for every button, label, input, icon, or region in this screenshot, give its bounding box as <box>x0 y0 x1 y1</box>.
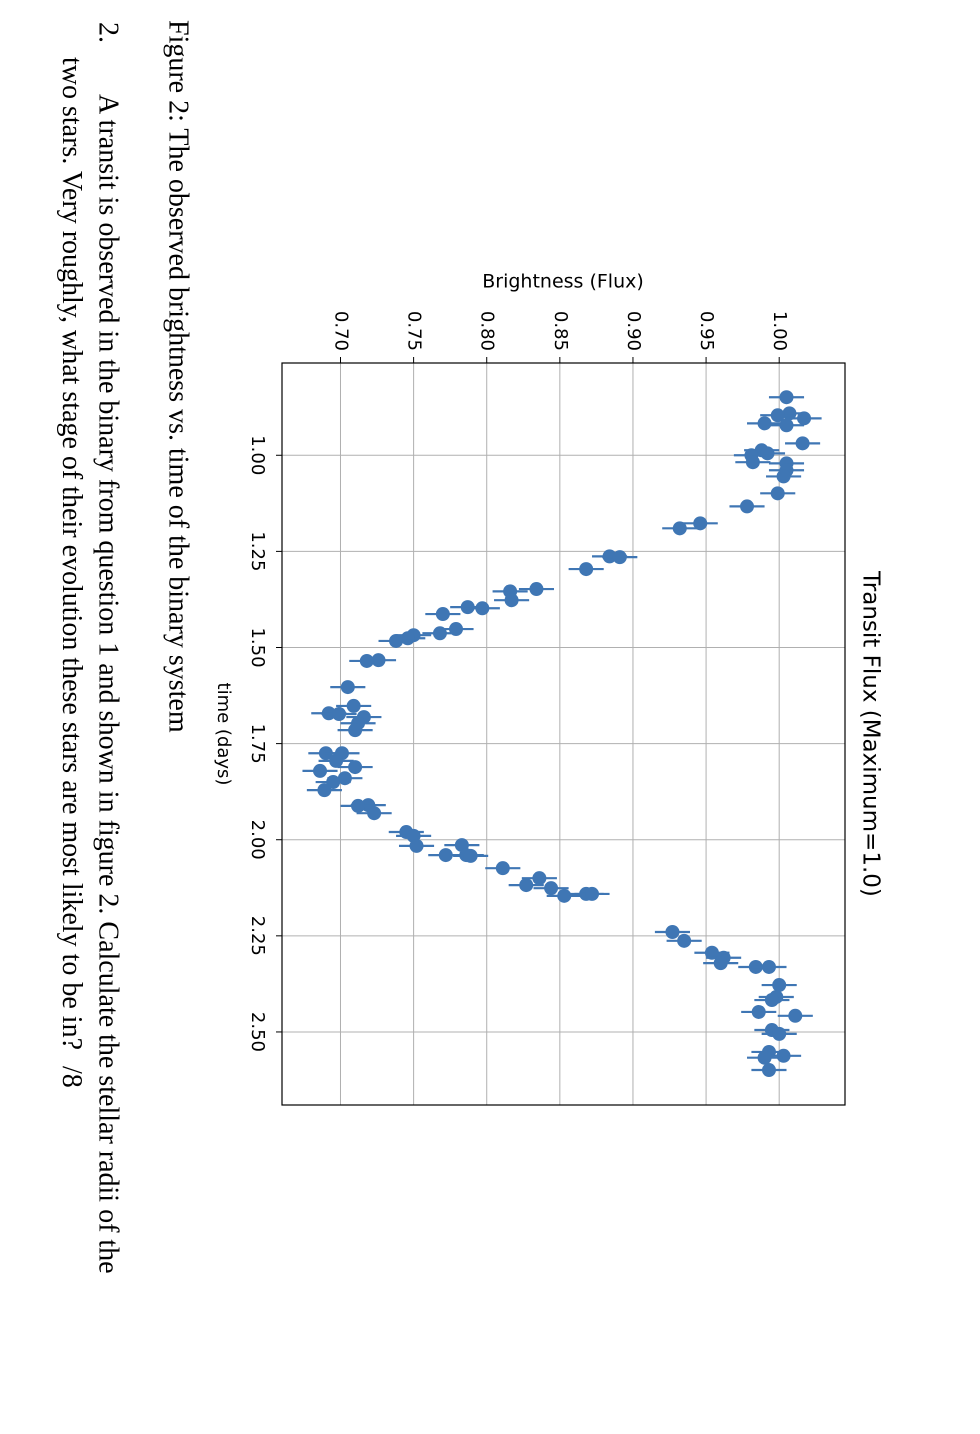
data-point <box>340 680 355 695</box>
question-text: A transit is observed in the binary from… <box>93 94 124 1274</box>
data-point <box>367 806 382 821</box>
data-point <box>772 978 787 993</box>
data-point <box>776 1048 791 1063</box>
data-point <box>438 848 453 863</box>
data-point <box>585 886 600 901</box>
data-point <box>313 763 328 778</box>
data-point <box>770 408 785 423</box>
data-point <box>772 1026 787 1041</box>
figure-caption: Figure 2: The observed brightness vs. ti… <box>163 20 194 733</box>
data-point <box>751 1004 766 1019</box>
data-point <box>557 888 572 903</box>
data-point <box>519 878 534 893</box>
x-tick-label: 2.25 <box>247 916 268 956</box>
data-point <box>672 521 687 536</box>
y-axis-label: Brightness (Flux) <box>482 271 644 293</box>
y-tick-label: 0.95 <box>696 311 717 351</box>
y-tick-label: 1.00 <box>769 311 790 351</box>
data-point <box>776 469 791 484</box>
data-point <box>745 455 760 470</box>
y-tick-label: 0.80 <box>477 311 498 351</box>
x-tick-label: 2.00 <box>247 820 268 860</box>
data-point <box>757 1050 772 1065</box>
data-point <box>475 601 490 616</box>
data-point <box>348 723 363 738</box>
plot-frame <box>281 362 846 1106</box>
data-point <box>795 436 810 451</box>
data-point <box>665 924 680 939</box>
data-point <box>740 499 755 514</box>
data-point <box>346 698 361 713</box>
data-point <box>495 861 510 876</box>
x-tick-label: 2.50 <box>247 1012 268 1052</box>
data-point <box>348 760 363 775</box>
data-point <box>435 607 450 622</box>
data-point <box>332 707 347 722</box>
y-tick-label: 0.85 <box>550 311 571 351</box>
data-point <box>532 871 547 886</box>
data-point <box>764 993 779 1008</box>
question-number: 2. <box>93 22 124 43</box>
data-point <box>770 486 785 501</box>
question-text: two stars. Very roughly, what stage of t… <box>56 57 87 1088</box>
data-point <box>409 838 424 853</box>
data-point <box>432 626 447 641</box>
data-point <box>504 593 519 608</box>
data-point <box>713 956 728 971</box>
y-tick-label: 0.75 <box>404 311 425 351</box>
data-point <box>359 653 374 668</box>
x-tick-label: 1.00 <box>247 435 268 475</box>
chart-title: Transit Flux (Maximum=1.0) <box>858 570 884 897</box>
data-point <box>757 416 772 431</box>
data-point <box>317 783 332 798</box>
data-point <box>761 1063 776 1078</box>
x-axis-label: time (days) <box>213 683 234 786</box>
x-tick-label: 1.75 <box>247 724 268 764</box>
y-tick-label: 0.70 <box>330 311 351 351</box>
data-point <box>779 418 794 433</box>
data-point <box>544 881 559 896</box>
data-point <box>704 945 719 960</box>
x-tick-label: 1.25 <box>247 531 268 571</box>
data-point <box>389 633 404 648</box>
y-tick-label: 0.90 <box>623 311 644 351</box>
data-point <box>779 390 794 405</box>
data-point <box>329 753 344 768</box>
data-point <box>760 446 775 461</box>
data-point <box>463 848 478 863</box>
x-tick-label: 1.50 <box>247 627 268 667</box>
question-marks: /8 <box>56 1066 87 1088</box>
data-point <box>529 582 544 597</box>
data-point <box>761 959 776 974</box>
data-point <box>677 933 692 948</box>
data-point <box>351 798 366 813</box>
data-point <box>693 516 708 531</box>
data-point <box>782 406 797 421</box>
data-point <box>788 1008 803 1023</box>
data-point <box>400 631 415 646</box>
data-point <box>612 550 627 565</box>
data-point <box>460 600 475 615</box>
data-point <box>579 562 594 577</box>
data-point <box>797 411 812 426</box>
question-text: two stars. Very roughly, what stage of t… <box>56 57 87 1050</box>
